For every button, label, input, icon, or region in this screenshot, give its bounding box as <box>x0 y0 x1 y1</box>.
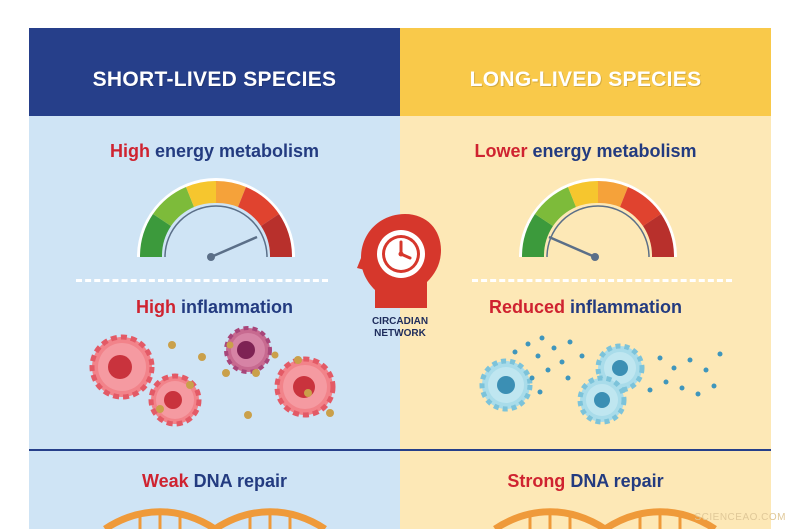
long-lived-header: LONG-LIVED SPECIES <box>469 68 702 91</box>
inflamed-cells-icon <box>89 326 336 427</box>
left-gauge-icon <box>137 178 295 261</box>
right-dashed-divider <box>472 279 732 282</box>
left-metabolism-text: energy metabolism <box>149 141 320 161</box>
right-dna-text: DNA repair <box>565 471 664 491</box>
right-inflammation-text: inflammation <box>565 297 683 317</box>
right-gauge-icon <box>519 178 677 261</box>
right-inflammation-title: Reduced inflammation <box>400 297 771 318</box>
right-dna-highlight: Strong <box>507 471 566 491</box>
right-inflammation-highlight: Reduced <box>488 297 565 317</box>
left-metabolism-highlight: High <box>109 141 150 161</box>
long-lived-header-bar <box>400 28 771 116</box>
head-clock-icon <box>357 214 441 308</box>
short-lived-header-bar <box>29 28 400 116</box>
left-dna-icon <box>103 508 327 529</box>
circadian-network-label: CIRCADIAN NETWORK <box>350 316 450 340</box>
left-dna-text: DNA repair <box>188 471 288 491</box>
circadian-label-line1: CIRCADIAN <box>371 316 429 327</box>
left-metabolism-title: High energy metabolism <box>29 141 400 162</box>
right-metabolism-highlight: Lower <box>474 141 528 161</box>
left-dna-highlight: Weak <box>141 471 189 491</box>
short-lived-header: SHORT-LIVED SPECIES <box>92 68 337 91</box>
left-inflammation-text: inflammation <box>175 297 293 317</box>
right-metabolism-text: energy metabolism <box>527 141 697 161</box>
watermark: SCIENCEAO.COM <box>694 512 786 523</box>
left-dashed-divider <box>76 279 328 282</box>
right-metabolism-title: Lower energy metabolism <box>400 141 771 162</box>
circadian-label-line2: NETWORK <box>374 328 426 339</box>
healthy-cells-icon <box>479 335 723 425</box>
section-separator <box>29 449 771 451</box>
right-dna-icon <box>493 508 717 529</box>
left-dna-title: Weak DNA repair <box>29 471 400 492</box>
right-dna-title: Strong DNA repair <box>400 471 771 492</box>
left-inflammation-highlight: High <box>135 297 176 317</box>
left-inflammation-title: High inflammation <box>29 297 400 318</box>
